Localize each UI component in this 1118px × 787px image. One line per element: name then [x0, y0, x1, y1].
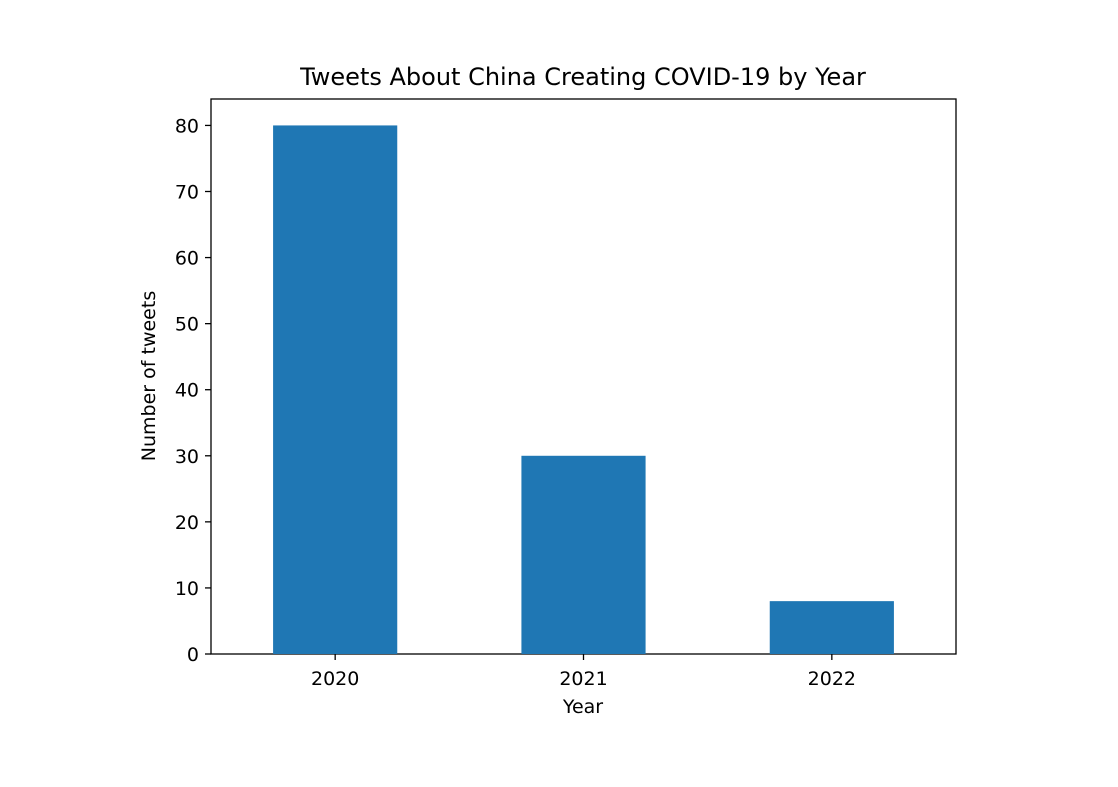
x-tick-label: 2020: [311, 668, 359, 690]
y-tick-label: 50: [175, 314, 199, 336]
x-axis-label: Year: [562, 696, 603, 718]
bar-2022: [769, 601, 894, 654]
bar-2020: [273, 125, 398, 654]
y-tick-label: 40: [175, 380, 199, 402]
x-tick-label: 2022: [808, 668, 856, 690]
y-axis-label: Number of tweets: [138, 291, 160, 461]
y-tick-label: 70: [175, 182, 199, 204]
x-axis-ticks: 2020 2021 2022: [311, 654, 856, 690]
y-tick-label: 0: [187, 644, 199, 666]
x-tick-label: 2021: [559, 668, 607, 690]
chart-title: Tweets About China Creating COVID-19 by …: [299, 63, 866, 91]
bars: [273, 125, 894, 654]
y-tick-label: 80: [175, 115, 199, 137]
bar-2021: [521, 455, 646, 654]
y-tick-label: 30: [175, 446, 199, 468]
y-axis-ticks: 0 10 20 30 40 50 60 70 80: [175, 115, 211, 666]
y-tick-label: 10: [175, 578, 199, 600]
y-tick-label: 20: [175, 512, 199, 534]
y-tick-label: 60: [175, 248, 199, 270]
